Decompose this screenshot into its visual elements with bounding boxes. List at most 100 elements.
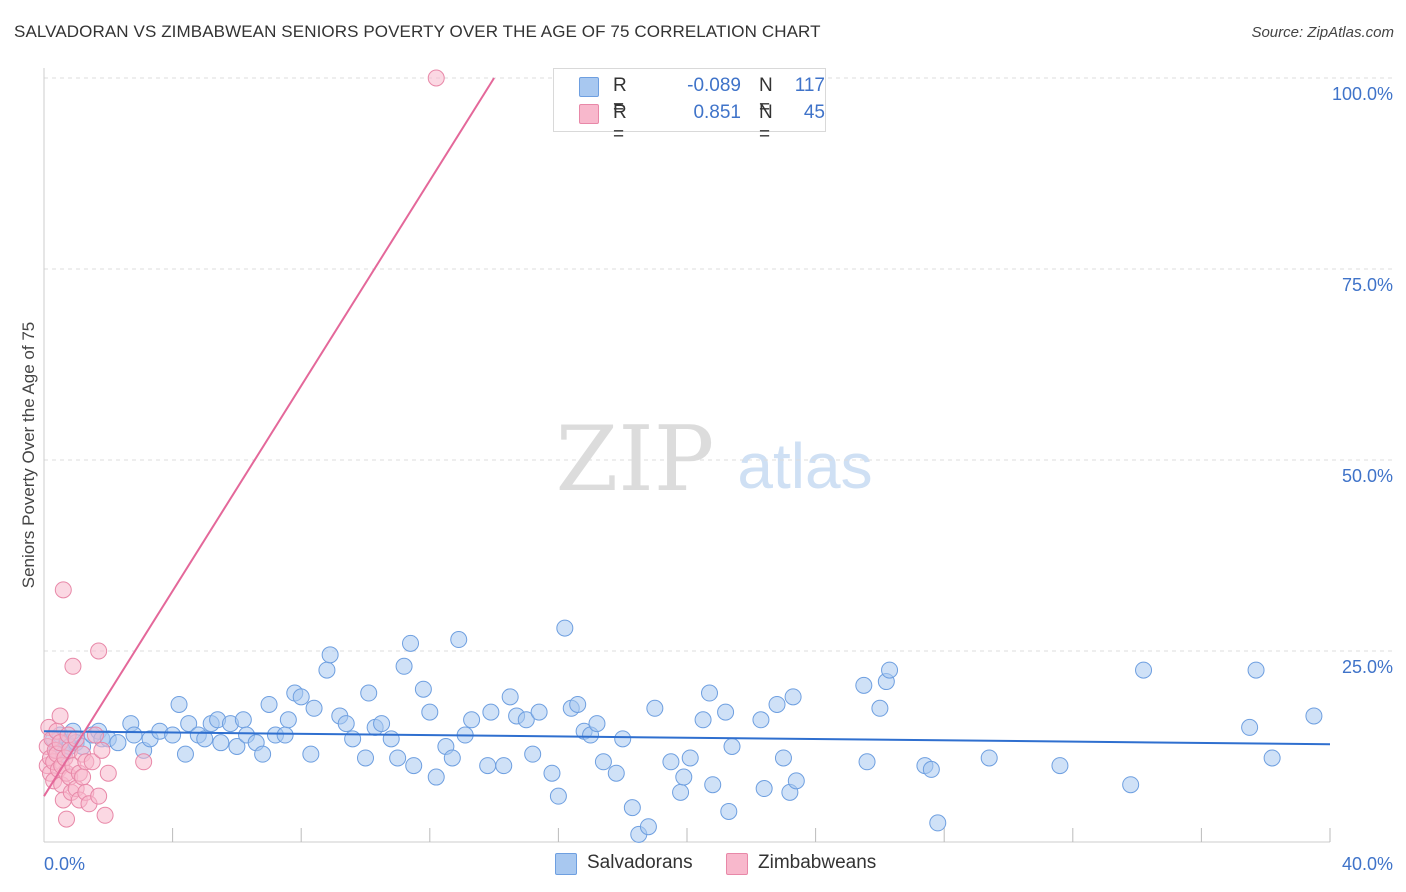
salvadoran-point [929, 814, 947, 832]
salvadoran-point [382, 730, 400, 748]
zimbabwean-point [54, 581, 72, 599]
salvadoran-point [402, 634, 420, 652]
y-tick-label: 25.0% [1342, 657, 1393, 677]
salvadoran-point [357, 749, 374, 767]
salvadoran-point [556, 619, 574, 637]
salvadoran-point [662, 753, 680, 771]
zimbabwean-point [51, 707, 69, 725]
bottom-legend-swatch-salvadorans [555, 853, 577, 875]
zimbabwean-point [99, 764, 117, 782]
salvadoran-point [774, 749, 792, 767]
salvadoran-point [260, 695, 278, 713]
salvadoran-point [675, 768, 693, 786]
y-tick-label: 100.0% [1332, 84, 1393, 104]
y-tick-label: 50.0% [1342, 466, 1393, 486]
x-tick-label-max: 40.0% [1342, 854, 1393, 874]
salvadoran-point [1135, 661, 1153, 679]
salvadoran-point [360, 684, 378, 702]
salvadoran-point [1247, 661, 1265, 679]
salvadoran-point [212, 734, 230, 752]
zimbabwean-point [64, 657, 82, 675]
salvadoran-point [170, 695, 188, 713]
zimbabwean-point [93, 741, 111, 759]
salvadoran-point [881, 661, 899, 679]
salvadoran-point [427, 768, 445, 786]
salvadoran-point [302, 745, 320, 763]
salvadoran-point [164, 726, 182, 744]
watermark-zip-text: ZIP [556, 407, 715, 512]
salvadoran-point [607, 764, 625, 782]
salvadoran-point [543, 764, 561, 782]
salvadoran-point [720, 802, 738, 820]
salvadoran-point [196, 730, 214, 748]
salvadoran-point [482, 703, 500, 721]
salvadoran-point [784, 688, 802, 706]
y-tick-label: 75.0% [1342, 275, 1393, 295]
salvadoran-point [1241, 718, 1259, 736]
zimbabwean-point [90, 642, 108, 660]
salvadoran-point [318, 661, 336, 679]
salvadoran-point [276, 726, 294, 744]
zimbabwean-point [427, 69, 445, 87]
zimbabweans-trend-line [43, 77, 495, 797]
salvadorans-trend-line [43, 730, 1331, 746]
salvadoran-point [681, 749, 699, 767]
salvadoran-point [752, 711, 770, 729]
salvadoran-point [1122, 776, 1140, 794]
salvadoran-point [594, 753, 612, 771]
zimbabwean-point [83, 753, 101, 771]
legend-swatch-zimbabweans [579, 104, 599, 124]
salvadoran-point [755, 780, 773, 798]
salvadoran-point [517, 711, 535, 729]
zimbabwean-point [74, 768, 92, 786]
legend-n-value: 117 [794, 75, 825, 96]
salvadoran-point [421, 703, 439, 721]
salvadoran-point [479, 757, 497, 775]
salvadoran-point [717, 703, 735, 721]
salvadoran-point [292, 688, 310, 706]
salvadoran-point [672, 783, 690, 801]
salvadoran-point [614, 730, 632, 748]
legend-n-value: 45 [803, 102, 825, 123]
salvadoran-point [871, 699, 889, 717]
salvadoran-point [405, 757, 423, 775]
salvadoran-point [549, 787, 567, 805]
chart-title: SALVADORAN VS ZIMBABWEAN SENIORS POVERTY… [14, 22, 821, 41]
salvadoran-point [109, 734, 127, 752]
zimbabwean-point [90, 787, 108, 805]
bottom-legend-swatch-zimbabweans [726, 853, 748, 875]
chart-source: Source: ZipAtlas.com [1251, 24, 1394, 41]
salvadoran-point [922, 760, 940, 778]
salvadoran-point [768, 695, 786, 713]
salvadoran-point [980, 749, 998, 767]
legend-r-label: R = [613, 102, 627, 145]
legend-r-label: R = [613, 75, 627, 118]
salvadoran-point [639, 818, 657, 836]
legend-r-value: -0.089 [687, 75, 741, 96]
salvadoran-point [623, 799, 641, 817]
salvadorans-points [45, 619, 1323, 843]
salvadoran-point [723, 738, 741, 755]
salvadoran-point [176, 745, 194, 763]
salvadoran-point [234, 711, 252, 729]
salvadoran-point [279, 711, 297, 729]
salvadoran-point [463, 711, 481, 729]
zimbabwean-point [135, 753, 153, 771]
salvadoran-point [524, 745, 542, 763]
watermark-atlas-text: atlas [737, 430, 872, 502]
salvadoran-point [337, 715, 355, 733]
salvadoran-point [228, 738, 246, 755]
salvadoran-point [450, 631, 468, 649]
salvadoran-point [495, 757, 513, 775]
bottom-legend-label: Salvadorans [587, 852, 693, 873]
grid-lines [44, 77, 1396, 652]
zimbabwean-point [96, 806, 114, 824]
salvadoran-point [254, 745, 272, 763]
bottom-legend-label: Zimbabweans [758, 852, 877, 873]
legend-n-label: N = [759, 102, 773, 145]
salvadoran-point [1305, 707, 1323, 725]
tick-labels: 25.0% 50.0% 75.0% 100.0% 0.0% 40.0% [44, 84, 1393, 874]
salvadoran-point [787, 772, 805, 790]
salvadoran-point [344, 730, 362, 748]
